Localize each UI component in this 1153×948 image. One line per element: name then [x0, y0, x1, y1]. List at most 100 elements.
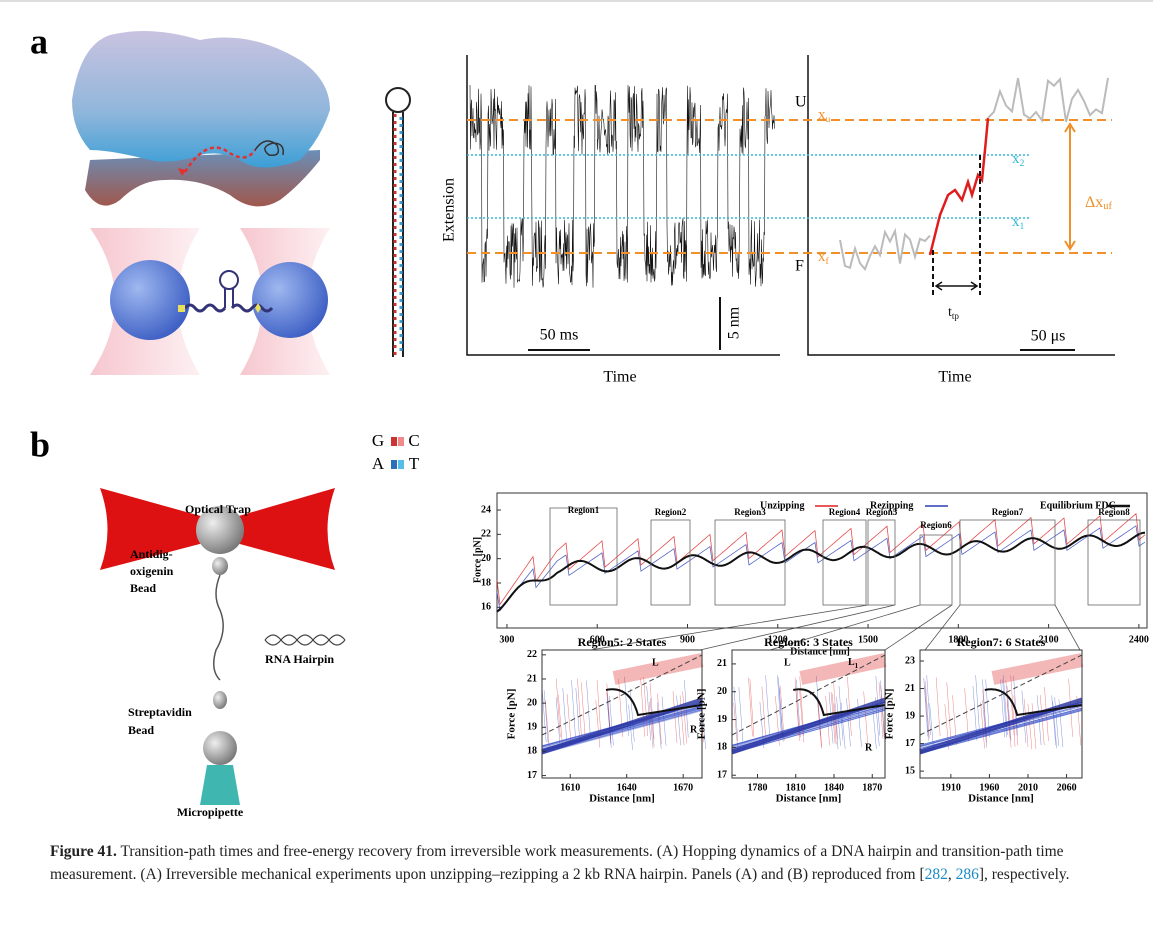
transition-trace — [929, 703, 934, 750]
label: 17 — [527, 770, 537, 781]
label: 1840 — [824, 782, 844, 793]
main-text: x — [818, 107, 826, 123]
label: b — [30, 424, 50, 464]
transition-trace — [556, 678, 561, 737]
transition-trace — [964, 688, 969, 742]
transition-trace — [676, 695, 681, 746]
label: Region8 — [1098, 507, 1130, 517]
rezipping-trace — [919, 709, 1083, 754]
equilibrium-trace — [984, 688, 1083, 717]
label: 600 — [590, 634, 605, 645]
transition-trace — [1006, 685, 1012, 741]
transition-trace — [628, 704, 633, 750]
sub-text: f — [826, 256, 830, 267]
equilibrium-trace — [496, 531, 1146, 613]
label: Force [pN] — [472, 537, 483, 583]
transition-trace — [672, 691, 678, 744]
label: a — [30, 21, 48, 61]
transition-trace — [761, 686, 767, 741]
plot-frame — [731, 649, 886, 779]
optical-trap-schematic — [100, 488, 346, 805]
rezipping-trace — [919, 710, 1083, 754]
transition-trace — [649, 683, 655, 740]
transition-trace — [1036, 695, 1042, 746]
rezipping-trace — [919, 710, 1083, 754]
caption-text: Transition-path times and free-energy re… — [50, 843, 1064, 883]
unzipping-band — [991, 653, 1084, 685]
label: 19 — [905, 710, 915, 721]
label: Time — [603, 369, 636, 386]
arrow — [934, 281, 979, 291]
region-box — [650, 519, 691, 606]
transition-trace — [847, 676, 852, 736]
label: Force [pN] — [696, 689, 708, 740]
transition-trace — [982, 700, 987, 748]
transition-trace — [1005, 680, 1011, 738]
arrow — [1064, 122, 1076, 251]
label: R — [865, 742, 873, 753]
transition-trace — [840, 702, 846, 749]
label: 2010 — [1018, 782, 1038, 793]
transition-trace — [925, 681, 930, 739]
transition-trace — [555, 697, 561, 747]
transition-trace — [657, 693, 662, 745]
transition-trace — [1002, 679, 1007, 738]
subscript-label: Δxuf — [1085, 194, 1112, 213]
region-box — [1087, 519, 1141, 606]
subscript-label: xf — [818, 249, 830, 267]
energy-landscape — [72, 31, 330, 207]
label: Region4 — [829, 507, 861, 517]
transition-trace — [935, 677, 941, 737]
transition-trace — [682, 691, 687, 744]
caption: Figure 41. Transition-path times and fre… — [50, 840, 1120, 886]
hopping-trace — [469, 84, 775, 288]
sub-text: tp — [952, 311, 960, 321]
label: Force [pN] — [884, 689, 896, 740]
label: 22 — [527, 649, 537, 660]
label: 17 — [717, 770, 727, 781]
label: 18 — [717, 742, 727, 753]
rezipping-trace — [919, 710, 1083, 754]
label: A — [372, 454, 385, 473]
label: 20 — [481, 553, 491, 564]
label: 1800 — [948, 634, 968, 645]
label: 22 — [481, 529, 491, 540]
transition-trace — [1068, 678, 1073, 737]
label: 19 — [527, 722, 537, 733]
sub-text: u — [826, 114, 831, 125]
label: G — [372, 431, 384, 450]
transition-trace — [581, 682, 586, 739]
label: Equilibrium FDC — [1040, 500, 1116, 511]
label: 2400 — [1129, 634, 1149, 645]
rezipping-trace — [731, 709, 886, 754]
transition-trace — [1039, 695, 1045, 746]
trace-before — [839, 227, 931, 272]
main-text: x — [1012, 214, 1020, 230]
main-text: x — [818, 249, 826, 265]
caption-text: , — [947, 866, 956, 883]
transition-trace — [846, 698, 851, 747]
transition-trace — [817, 701, 822, 749]
label: 18 — [527, 746, 537, 757]
transition-trace — [1027, 703, 1033, 750]
reference[interactable]: 282 — [924, 866, 948, 883]
label: Distance [nm] — [790, 646, 850, 657]
unzipping-trace — [496, 512, 1146, 606]
label: Region6 — [920, 520, 952, 530]
label: Region6: 3 States — [764, 635, 853, 649]
sub-text: 1 — [1020, 221, 1025, 232]
label: Unzipping — [760, 500, 804, 511]
label: 1870 — [862, 782, 882, 793]
transition-trace — [733, 702, 738, 749]
rezipping-trace — [541, 709, 703, 754]
label: Region7: 6 States — [957, 635, 1046, 649]
label: 5 nm — [726, 306, 743, 339]
main-text: L — [848, 657, 855, 668]
label: Region5: 2 States — [578, 635, 667, 649]
transition-trace — [799, 689, 804, 743]
transition-trace — [748, 677, 753, 737]
subscript-label: x2 — [1012, 151, 1025, 169]
reference[interactable]: 286 — [955, 866, 979, 883]
transition-trace — [545, 699, 550, 748]
